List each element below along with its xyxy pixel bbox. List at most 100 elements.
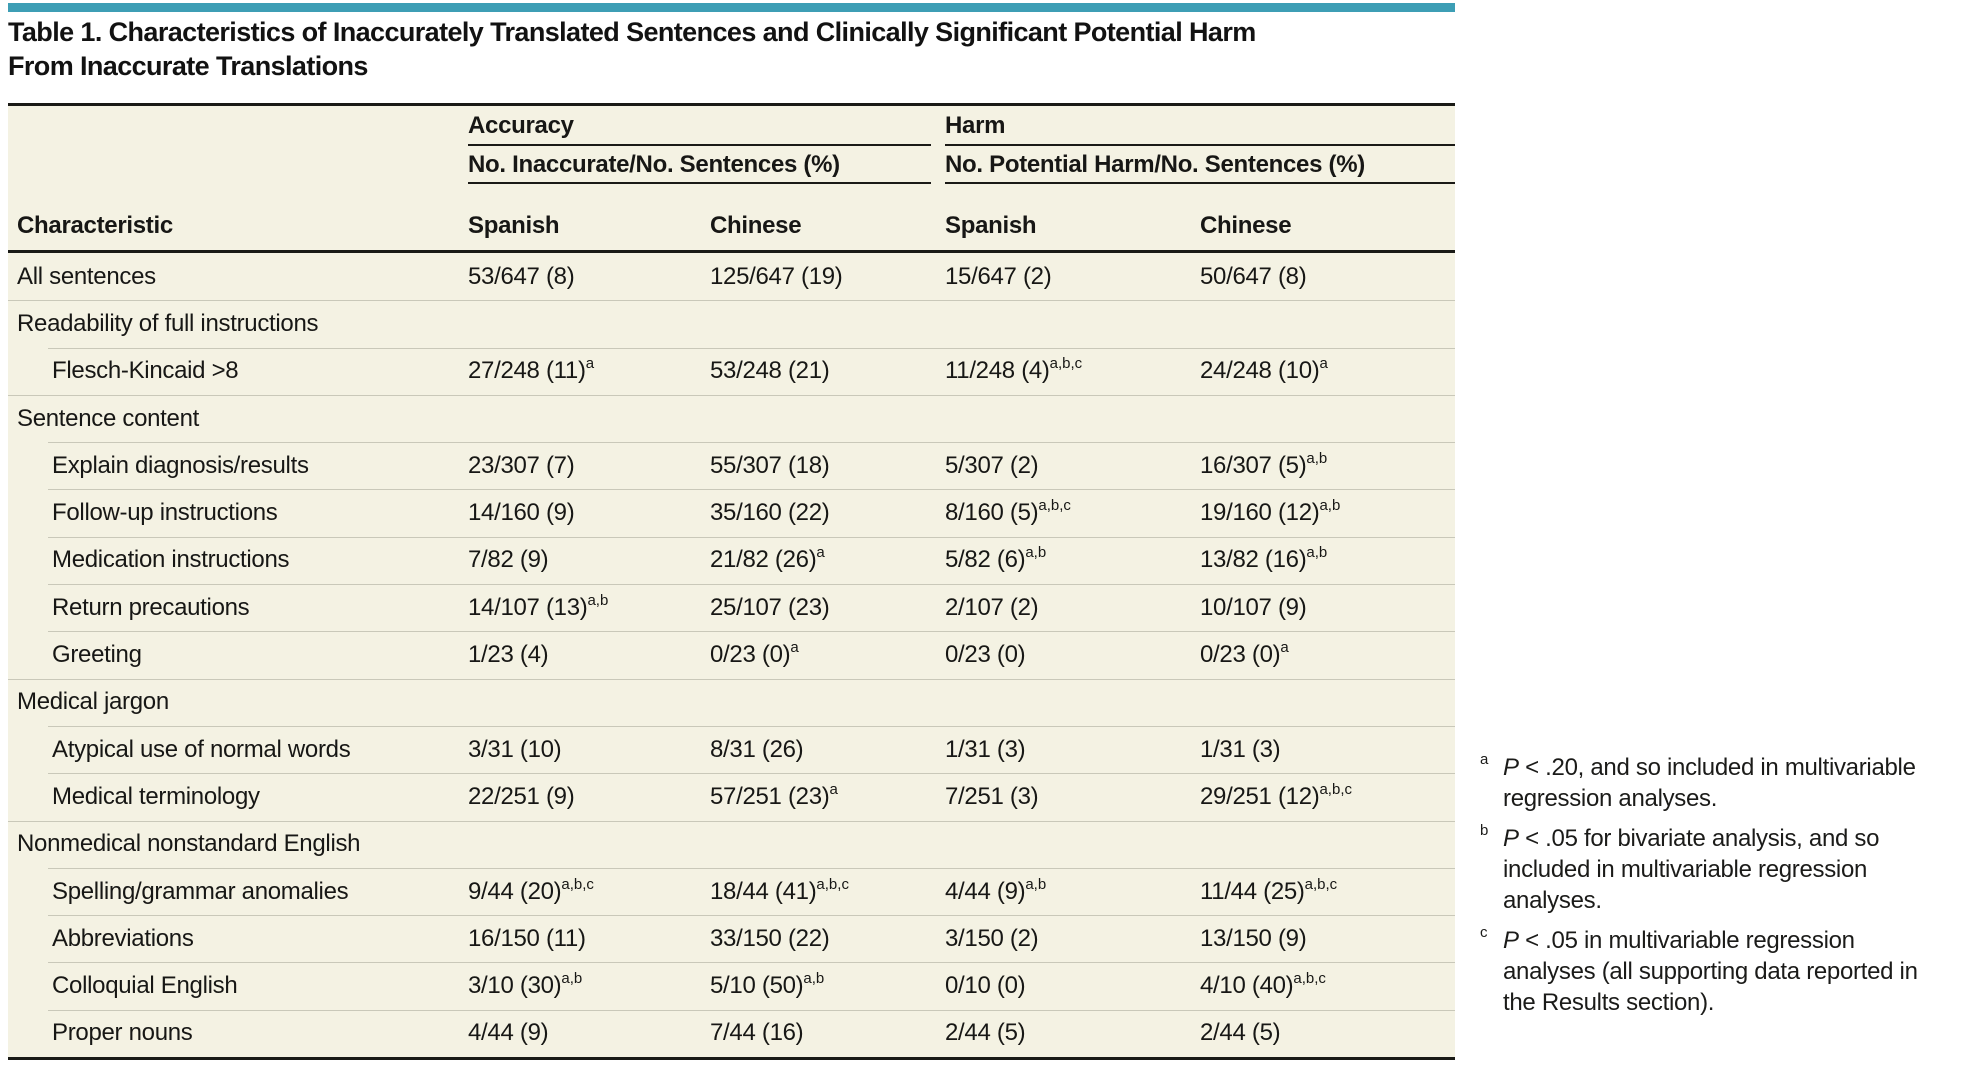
- value-cell: 16/150 (11): [468, 924, 586, 952]
- row-divider: [48, 962, 1455, 964]
- row-divider: [48, 489, 1455, 491]
- footnote-marker: a,b: [1025, 875, 1047, 893]
- row-label: Return precautions: [52, 593, 250, 621]
- value-cell: 5/82 (6)a,b: [945, 544, 1047, 574]
- table-row: Follow-up instructions 14/160 (9) 35/160 (…: [8, 489, 1455, 536]
- footnote-marker: a: [1319, 355, 1328, 373]
- footnote-marker: a,b: [1025, 544, 1047, 562]
- footnote-marker: a,b,c: [1293, 970, 1326, 988]
- value-cell: 8/31 (26): [710, 735, 804, 763]
- table-title-line-2: From Inaccurate Translations: [8, 51, 368, 81]
- row-label: Medication instructions: [52, 546, 290, 574]
- value-cell: 2/44 (5): [1200, 1019, 1281, 1047]
- value-cell: 23/307 (7): [468, 451, 575, 479]
- value-cell: 7/82 (9): [468, 546, 549, 574]
- value-cell: 25/107 (23): [710, 593, 830, 621]
- column-header-row: Characteristic Spanish Chinese Spanish C…: [8, 184, 1455, 253]
- table-group-row: Nonmedical nonstandard English: [8, 820, 1455, 868]
- table-row: Medical terminology 22/251 (9) 57/251 (23)…: [8, 773, 1455, 820]
- column-header-spanish-accuracy: Spanish: [468, 212, 560, 239]
- value-cell: 3/150 (2): [945, 924, 1039, 952]
- value-cell: 18/44 (41)a,b,c: [710, 875, 849, 905]
- value-cell: 29/251 (12)a,b,c: [1200, 780, 1352, 810]
- row-divider: [48, 536, 1455, 538]
- value-cell: 4/44 (9): [468, 1019, 549, 1047]
- p-italic: P: [1503, 927, 1519, 954]
- header-group-row: Accuracy Harm: [8, 106, 1455, 146]
- row-divider: [48, 725, 1455, 727]
- footnote-marker: a,b: [803, 970, 825, 988]
- table-row: Spelling/grammar anomalies 9/44 (20)a,b,c…: [8, 867, 1455, 915]
- header-spacer: [8, 106, 468, 146]
- value-cell: 13/82 (16)a,b: [1200, 544, 1328, 574]
- value-cell: 14/107 (13)a,b: [468, 591, 609, 621]
- row-divider: [8, 394, 1455, 396]
- header-subtitle-row: No. Inaccurate/No. Sentences (%) No. Pot…: [8, 146, 1455, 184]
- value-cell: 13/150 (9): [1200, 924, 1307, 952]
- value-cell: 4/10 (40)a,b,c: [1200, 970, 1326, 1000]
- value-cell: 1/31 (3): [945, 735, 1026, 763]
- footnote-marker: a: [829, 780, 838, 798]
- table-row: Atypical use of normal words 3/31 (10) 8/3…: [8, 725, 1455, 773]
- footnote-marker: a,b: [1306, 449, 1328, 467]
- table-group-row: Medical jargon: [8, 678, 1455, 726]
- row-divider: [48, 1009, 1455, 1011]
- value-cell: 2/44 (5): [945, 1019, 1026, 1047]
- row-label: Spelling/grammar anomalies: [52, 877, 349, 905]
- value-cell: 9/44 (20)a,b,c: [468, 875, 594, 905]
- accent-bar: [8, 3, 1455, 12]
- row-label: Follow-up instructions: [52, 499, 278, 527]
- table-group-row: Sentence content: [8, 394, 1455, 442]
- value-cell: 24/248 (10)a: [1200, 355, 1328, 385]
- row-divider: [8, 678, 1455, 680]
- column-header-spanish-harm: Spanish: [945, 212, 1037, 239]
- header-group-accuracy-label: Accuracy: [468, 112, 574, 139]
- footnote-marker: a: [585, 355, 595, 373]
- footnote-marker: a: [790, 639, 799, 657]
- column-header-chinese-accuracy: Chinese: [710, 212, 802, 239]
- table-row: Explain diagnosis/results 23/307 (7) 55/30…: [8, 442, 1455, 489]
- table-row: Greeting 1/23 (4) 0/23 (0)a 0/23 (0) 0/23 (0…: [8, 631, 1455, 678]
- row-label: All sentences: [17, 262, 156, 290]
- row-label: Medical terminology: [52, 782, 260, 810]
- footnote-marker: a,b: [1319, 497, 1341, 515]
- value-cell: 5/307 (2): [945, 451, 1039, 479]
- footnote-marker: a,b: [561, 970, 583, 988]
- value-cell: 11/248 (4)a,b,c: [945, 355, 1083, 385]
- value-cell: 53/647 (8): [468, 262, 575, 290]
- footnote-marker: a,b,c: [1319, 780, 1352, 798]
- value-cell: 33/150 (22): [710, 924, 830, 952]
- header-subtitle-harm-label: No. Potential Harm/No. Sentences (%): [945, 151, 1365, 178]
- value-cell: 4/44 (9)a,b: [945, 875, 1047, 905]
- group-label: Readability of full instructions: [17, 309, 319, 337]
- row-divider: [48, 584, 1455, 586]
- row-label: Proper nouns: [52, 1019, 193, 1047]
- row-divider: [48, 631, 1455, 633]
- header-subtitle-accuracy: No. Inaccurate/No. Sentences (%): [468, 146, 945, 184]
- table-row: All sentences 53/647 (8) 125/647 (19) 15/64…: [8, 253, 1455, 300]
- table-body: All sentences 53/647 (8) 125/647 (19) 15/64…: [8, 253, 1455, 1057]
- table-title: Table 1. Characteristics of Inaccurately…: [8, 15, 1448, 83]
- row-divider: [48, 442, 1455, 444]
- value-cell: 3/10 (30)a,b: [468, 970, 583, 1000]
- footnote-marker: a,b,c: [1038, 497, 1071, 515]
- row-divider: [48, 867, 1455, 869]
- header-group-harm-label: Harm: [945, 112, 1006, 139]
- value-cell: 35/160 (22): [710, 499, 830, 527]
- row-label: Explain diagnosis/results: [52, 451, 309, 479]
- value-cell: 1/23 (4): [468, 641, 549, 669]
- row-divider: [48, 773, 1455, 775]
- harm-underline: [945, 144, 1455, 146]
- value-cell: 2/107 (2): [945, 593, 1039, 621]
- group-label: Sentence content: [17, 404, 200, 432]
- value-cell: 55/307 (18): [710, 451, 830, 479]
- header-subtitle-accuracy-label: No. Inaccurate/No. Sentences (%): [468, 151, 840, 178]
- value-cell: 16/307 (5)a,b: [1200, 449, 1328, 479]
- footnote-marker: a,b,c: [816, 875, 849, 893]
- footnote-marker: a: [1280, 639, 1289, 657]
- value-cell: 8/160 (5)a,b,c: [945, 497, 1071, 527]
- footnote-marker: a,b,c: [561, 875, 594, 893]
